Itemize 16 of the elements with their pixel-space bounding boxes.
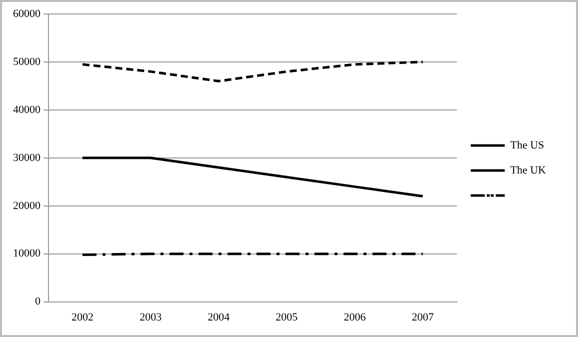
y-tick-label: 60000 <box>13 8 41 20</box>
x-tick-label: 2002 <box>72 311 94 324</box>
y-tick-label: 20000 <box>13 200 41 212</box>
x-tick-label: 2007 <box>412 311 434 324</box>
legend-label: The US <box>510 139 544 152</box>
x-tick-label: 2006 <box>344 311 366 324</box>
y-tick-label: 10000 <box>13 248 41 260</box>
line-series <box>81 60 424 82</box>
y-tick-label: 0 <box>35 296 41 308</box>
y-tick-label: 30000 <box>13 152 41 164</box>
x-tick-label: 2003 <box>140 311 162 324</box>
legend-label: The UK <box>510 164 546 176</box>
x-tick-label: 2005 <box>276 311 298 324</box>
x-tick-label: 2004 <box>208 311 230 324</box>
y-tick-label: 50000 <box>13 56 41 68</box>
y-tick-label: 40000 <box>13 104 41 116</box>
